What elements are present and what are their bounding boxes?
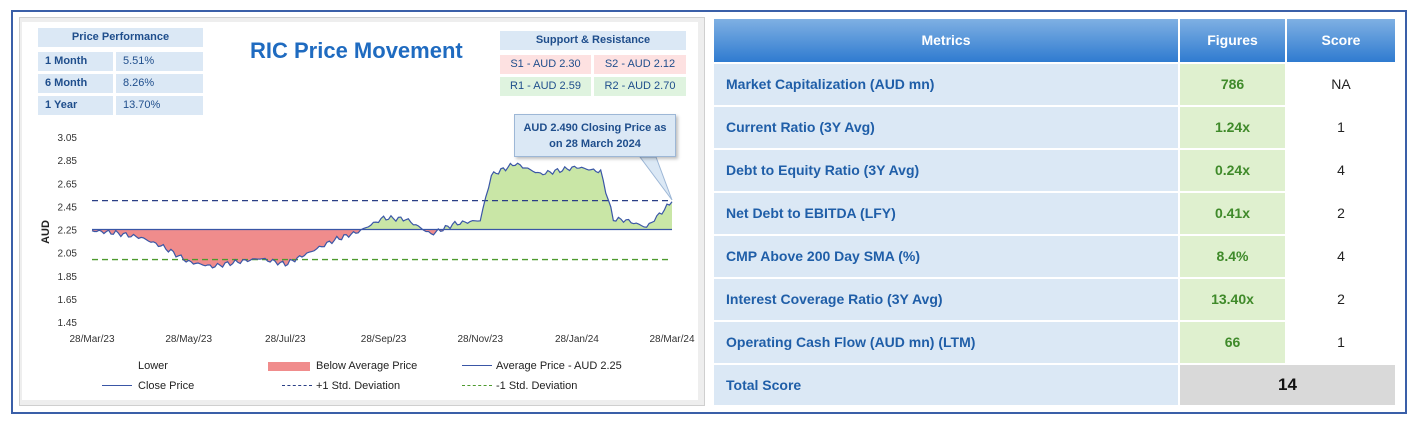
metrics-table: Metrics Figures Score Market Capitalizat…	[714, 19, 1395, 405]
perf-label-6m: 6 Month	[38, 74, 113, 93]
metric-score: 1	[1287, 322, 1395, 363]
legend-close: Close Price	[138, 380, 195, 392]
metric-figure: 786	[1180, 64, 1285, 105]
y-tick-label: 2.45	[58, 202, 78, 213]
y-tick-label: 2.05	[58, 249, 78, 260]
metric-figure: 66	[1180, 322, 1285, 363]
metric-name: Net Debt to EBITDA (LFY)	[714, 193, 1178, 234]
metric-name: Debt to Equity Ratio (3Y Avg)	[714, 150, 1178, 191]
header-metrics: Metrics	[714, 19, 1178, 62]
below-average-area	[92, 229, 672, 268]
y-tick-label: 2.85	[58, 156, 78, 167]
above-average-area	[92, 163, 672, 230]
table-row: Market Capitalization (AUD mn) 786 NA	[714, 64, 1395, 105]
metric-name: Interest Coverage Ratio (3Y Avg)	[714, 279, 1178, 320]
total-score-label: Total Score	[714, 365, 1178, 405]
table-row: Current Ratio (3Y Avg) 1.24x 1	[714, 107, 1395, 148]
metric-figure: 0.41x	[1180, 193, 1285, 234]
perf-value-6m: 8.26%	[116, 74, 203, 93]
y-tick-label: 2.25	[58, 226, 78, 237]
y-tick-label: 2.65	[58, 179, 78, 190]
legend-plus-sd-swatch	[282, 385, 312, 386]
y-tick-label: 1.65	[58, 295, 78, 306]
legend-avg-swatch	[462, 365, 492, 366]
metric-score: 4	[1287, 150, 1395, 191]
total-score-value: 14	[1180, 365, 1395, 405]
metric-name: Current Ratio (3Y Avg)	[714, 107, 1178, 148]
legend-close-swatch	[102, 385, 132, 386]
resistance-r2: R2 - AUD 2.70	[594, 77, 686, 96]
table-row: Operating Cash Flow (AUD mn) (LTM) 66 1	[714, 322, 1395, 363]
metric-score: NA	[1287, 64, 1395, 105]
x-tick-label: 28/Jul/23	[265, 334, 306, 345]
legend-avg: Average Price - AUD 2.25	[496, 360, 622, 372]
y-tick-label: 1.85	[58, 272, 78, 283]
area-fills	[92, 163, 672, 268]
chart-title: RIC Price Movement	[250, 38, 463, 63]
header-score: Score	[1287, 19, 1395, 62]
legend-lower: Lower	[138, 360, 168, 372]
legend-minus-sd-swatch	[462, 385, 492, 386]
callout-pointer	[639, 156, 673, 201]
support-s2: S2 - AUD 2.12	[594, 55, 686, 74]
metric-figure: 13.40x	[1180, 279, 1285, 320]
metric-figure: 8.4%	[1180, 236, 1285, 277]
chart-legend: Lower Below Average Price Average Price …	[40, 356, 700, 396]
total-row: Total Score 14	[714, 365, 1395, 405]
resistance-r1: R1 - AUD 2.59	[500, 77, 591, 96]
metric-name: Market Capitalization (AUD mn)	[714, 64, 1178, 105]
header-figures: Figures	[1180, 19, 1285, 62]
perf-label-1y: 1 Year	[38, 96, 113, 115]
metric-score: 2	[1287, 279, 1395, 320]
perf-value-1y: 13.70%	[116, 96, 203, 115]
x-tick-label: 28/May/23	[165, 334, 212, 345]
support-resistance-header: Support & Resistance	[500, 31, 686, 50]
x-tick-label: 28/Nov/23	[457, 334, 503, 345]
x-axis: 28/Mar/23 28/May/23 28/Jul/23 28/Sep/23 28/N…	[69, 334, 694, 345]
perf-label-1m: 1 Month	[38, 52, 113, 71]
x-tick-label: 28/Mar/24	[649, 334, 694, 345]
callout-line-1: AUD 2.490 Closing Price as	[523, 122, 667, 134]
x-tick-label: 28/Sep/23	[361, 334, 407, 345]
legend-below-avg: Below Average Price	[316, 360, 418, 372]
close-series	[91, 162, 673, 269]
table-row: Interest Coverage Ratio (3Y Avg) 13.40x …	[714, 279, 1395, 320]
x-tick-label: 28/Jan/24	[555, 334, 599, 345]
metric-figure: 1.24x	[1180, 107, 1285, 148]
y-axis: 3.05 2.85 2.65 2.45 2.25 2.05 1.85 1.65 1.45	[58, 133, 78, 329]
closing-price-callout: AUD 2.490 Closing Price as on 28 March 2…	[514, 114, 676, 157]
legend-plus-sd: +1 Std. Deviation	[316, 380, 401, 392]
metric-score: 1	[1287, 107, 1395, 148]
close-price-line	[91, 162, 673, 269]
table-row: Debt to Equity Ratio (3Y Avg) 0.24x 4	[714, 150, 1395, 191]
callout-line-2: on 28 March 2024	[549, 138, 641, 150]
support-s1: S1 - AUD 2.30	[500, 55, 591, 74]
legend-below-avg-swatch	[268, 362, 310, 371]
table-row: Net Debt to EBITDA (LFY) 0.41x 2	[714, 193, 1395, 234]
y-tick-label: 3.05	[58, 133, 78, 144]
metric-name: Operating Cash Flow (AUD mn) (LTM)	[714, 322, 1178, 363]
table-row: CMP Above 200 Day SMA (%) 8.4% 4	[714, 236, 1395, 277]
price-performance-header: Price Performance	[38, 28, 203, 47]
metric-score: 2	[1287, 193, 1395, 234]
support-resistance-table: Support & Resistance S1 - AUD 2.30 S2 - …	[500, 31, 686, 97]
y-tick-label: 1.45	[58, 318, 78, 329]
x-tick-label: 28/Mar/23	[69, 334, 114, 345]
legend-minus-sd: -1 Std. Deviation	[496, 380, 578, 392]
perf-value-1m: 5.51%	[116, 52, 203, 71]
metric-name: CMP Above 200 Day SMA (%)	[714, 236, 1178, 277]
y-axis-label: AUD	[40, 220, 52, 244]
price-performance-table: Price Performance 1 Month 5.51% 6 Month …	[38, 28, 203, 116]
metric-figure: 0.24x	[1180, 150, 1285, 191]
metric-score: 4	[1287, 236, 1395, 277]
